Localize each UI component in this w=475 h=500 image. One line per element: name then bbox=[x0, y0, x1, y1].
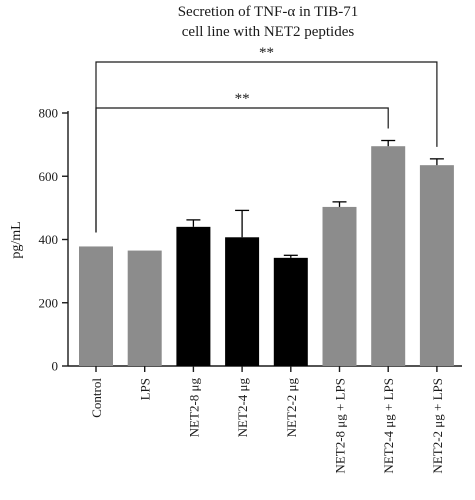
bar bbox=[225, 237, 260, 366]
x-category-labels: Control LPS NET2-8 μg NET2-4 μg NET2-2 μg NET… bbox=[89, 366, 445, 474]
significance-brackets: ** ** bbox=[95, 45, 438, 233]
x-category-label: NET2-4 μg bbox=[235, 378, 250, 438]
x-category-label: NET2-2 μg bbox=[284, 378, 299, 438]
bar bbox=[176, 226, 211, 366]
x-category-label: LPS bbox=[138, 378, 153, 400]
bar bbox=[322, 206, 357, 366]
significance-label: ** bbox=[235, 91, 250, 107]
significance-bracket bbox=[95, 61, 438, 233]
error-bars bbox=[186, 139, 444, 258]
bar bbox=[79, 246, 113, 366]
bar bbox=[371, 146, 406, 366]
x-category-label: Control bbox=[89, 378, 104, 418]
y-tick-label: 600 bbox=[39, 169, 59, 184]
y-tick-label: 800 bbox=[39, 106, 59, 121]
chart-title-line-1: Secretion of TNF-α in TIB-71 bbox=[178, 4, 359, 20]
y-ticks: 0 200 400 600 800 bbox=[39, 106, 68, 374]
y-tick-label: 400 bbox=[39, 232, 59, 247]
bar bbox=[273, 257, 308, 366]
bar bbox=[127, 250, 162, 366]
significance-label: ** bbox=[259, 45, 274, 61]
bar bbox=[419, 165, 454, 366]
y-tick-label: 200 bbox=[39, 295, 59, 310]
x-category-label: NET2-2 μg + LPS bbox=[430, 378, 445, 474]
bars bbox=[79, 146, 454, 366]
x-category-label: NET2-4 μg + LPS bbox=[381, 378, 396, 474]
x-category-label: NET2-8 μg + LPS bbox=[333, 378, 348, 474]
y-axis-label: pg/mL bbox=[9, 221, 24, 258]
chart-title-line-2: cell line with NET2 peptides bbox=[182, 24, 355, 40]
x-category-label: NET2-8 μg bbox=[186, 378, 201, 438]
y-tick-label: 0 bbox=[52, 359, 59, 374]
